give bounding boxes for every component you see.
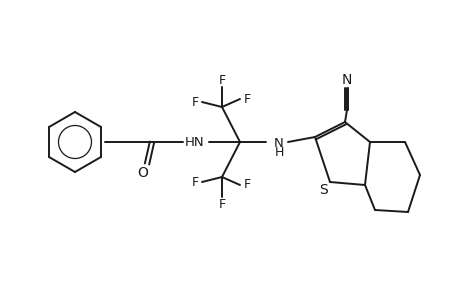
Text: N: N (274, 136, 283, 149)
Text: F: F (243, 92, 250, 106)
Text: N: N (341, 73, 352, 87)
Text: F: F (218, 74, 225, 86)
Text: F: F (191, 176, 198, 188)
Text: F: F (191, 95, 198, 109)
Text: F: F (243, 178, 250, 191)
Text: HN: HN (185, 136, 204, 148)
Text: S: S (319, 183, 328, 197)
Text: F: F (218, 197, 225, 211)
Text: H: H (274, 146, 283, 158)
Text: O: O (137, 166, 148, 180)
